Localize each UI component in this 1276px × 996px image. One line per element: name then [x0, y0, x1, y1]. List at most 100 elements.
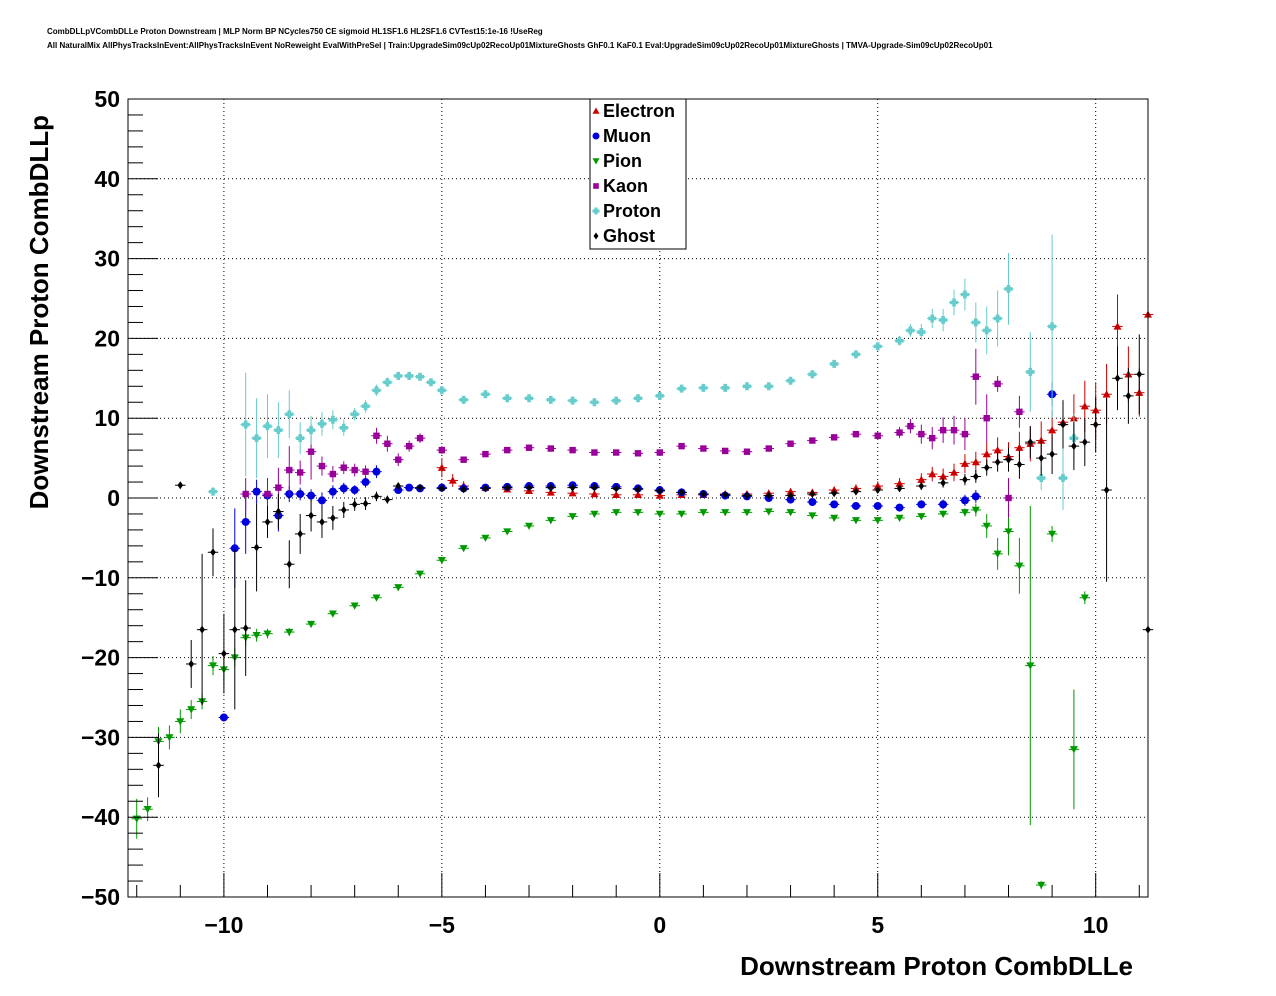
data-point — [744, 491, 750, 500]
legend-marker-kaon — [593, 183, 599, 189]
data-point — [437, 557, 446, 565]
data-point — [982, 326, 991, 335]
data-point — [830, 359, 839, 368]
data-point — [939, 426, 947, 434]
data-point — [971, 458, 980, 466]
data-point — [874, 432, 881, 439]
data-point — [1037, 881, 1046, 890]
data-point — [961, 430, 969, 438]
series-pion — [131, 503, 1091, 890]
data-point — [765, 491, 772, 500]
data-point — [982, 450, 991, 458]
data-point — [591, 483, 598, 492]
data-point — [808, 512, 817, 520]
y-tick-label: −40 — [81, 804, 120, 830]
data-point — [1113, 322, 1122, 330]
data-point — [296, 434, 305, 443]
data-point — [1004, 284, 1013, 293]
data-point — [928, 314, 937, 323]
data-point — [405, 483, 414, 492]
data-point — [143, 806, 152, 814]
data-point — [852, 430, 860, 438]
data-point — [1060, 420, 1066, 429]
data-point — [317, 419, 326, 428]
data-point — [568, 396, 577, 405]
data-point — [307, 491, 316, 500]
data-point — [1092, 420, 1099, 429]
data-point — [830, 434, 838, 441]
data-point — [373, 432, 380, 439]
data-point — [340, 505, 347, 514]
data-point — [1005, 455, 1012, 464]
data-point — [1038, 454, 1045, 463]
series-electron — [436, 294, 1154, 499]
data-point — [383, 378, 392, 387]
data-point — [569, 483, 576, 492]
data-point — [308, 511, 314, 520]
data-point — [1080, 594, 1089, 602]
data-point — [1027, 438, 1034, 447]
data-point — [634, 509, 642, 517]
data-point — [851, 501, 860, 510]
data-point — [426, 378, 435, 387]
data-point — [362, 468, 369, 475]
data-point — [1037, 436, 1046, 444]
legend-label-pion: Pion — [603, 151, 642, 171]
data-point — [994, 380, 1001, 388]
data-point — [895, 336, 904, 345]
data-point — [971, 318, 980, 327]
data-point — [873, 501, 882, 510]
data-point — [786, 487, 795, 495]
data-point — [993, 446, 1002, 454]
data-point — [546, 517, 555, 525]
data-point — [699, 509, 708, 517]
data-point — [362, 499, 369, 508]
series-ghost — [153, 334, 1154, 798]
data-point — [613, 484, 620, 493]
data-point — [481, 390, 490, 399]
data-point — [503, 394, 512, 403]
data-point — [1071, 442, 1077, 451]
data-point — [655, 491, 664, 499]
data-point — [437, 386, 446, 395]
data-point — [873, 517, 882, 525]
data-point — [809, 437, 816, 444]
data-point — [405, 371, 414, 380]
data-point — [373, 492, 380, 501]
data-point — [994, 458, 1001, 467]
data-point — [655, 510, 664, 518]
data-point — [1080, 402, 1089, 410]
data-point — [591, 449, 598, 456]
data-point — [568, 513, 577, 521]
data-point — [219, 713, 228, 722]
data-point — [939, 500, 948, 509]
data-point — [808, 370, 817, 379]
data-point — [895, 479, 904, 487]
data-point — [962, 475, 968, 484]
data-point — [165, 734, 174, 742]
data-point — [155, 761, 162, 770]
data-point — [297, 529, 303, 538]
data-point — [328, 415, 337, 424]
data-point — [210, 548, 216, 557]
data-point — [274, 426, 283, 435]
data-point — [395, 482, 402, 491]
data-point — [242, 624, 249, 633]
data-point — [318, 462, 326, 470]
y-tick-label: 10 — [94, 405, 120, 431]
data-point — [176, 718, 185, 726]
data-point — [221, 649, 227, 658]
data-point — [940, 478, 946, 487]
data-point — [851, 350, 860, 359]
data-point — [655, 391, 664, 400]
legend-label-kaon: Kaon — [603, 176, 648, 196]
data-point — [678, 442, 685, 450]
data-point — [177, 481, 184, 490]
data-point — [525, 394, 534, 403]
data-point — [612, 490, 621, 499]
data-point — [460, 485, 467, 494]
data-point — [939, 316, 948, 325]
data-point — [613, 449, 620, 456]
